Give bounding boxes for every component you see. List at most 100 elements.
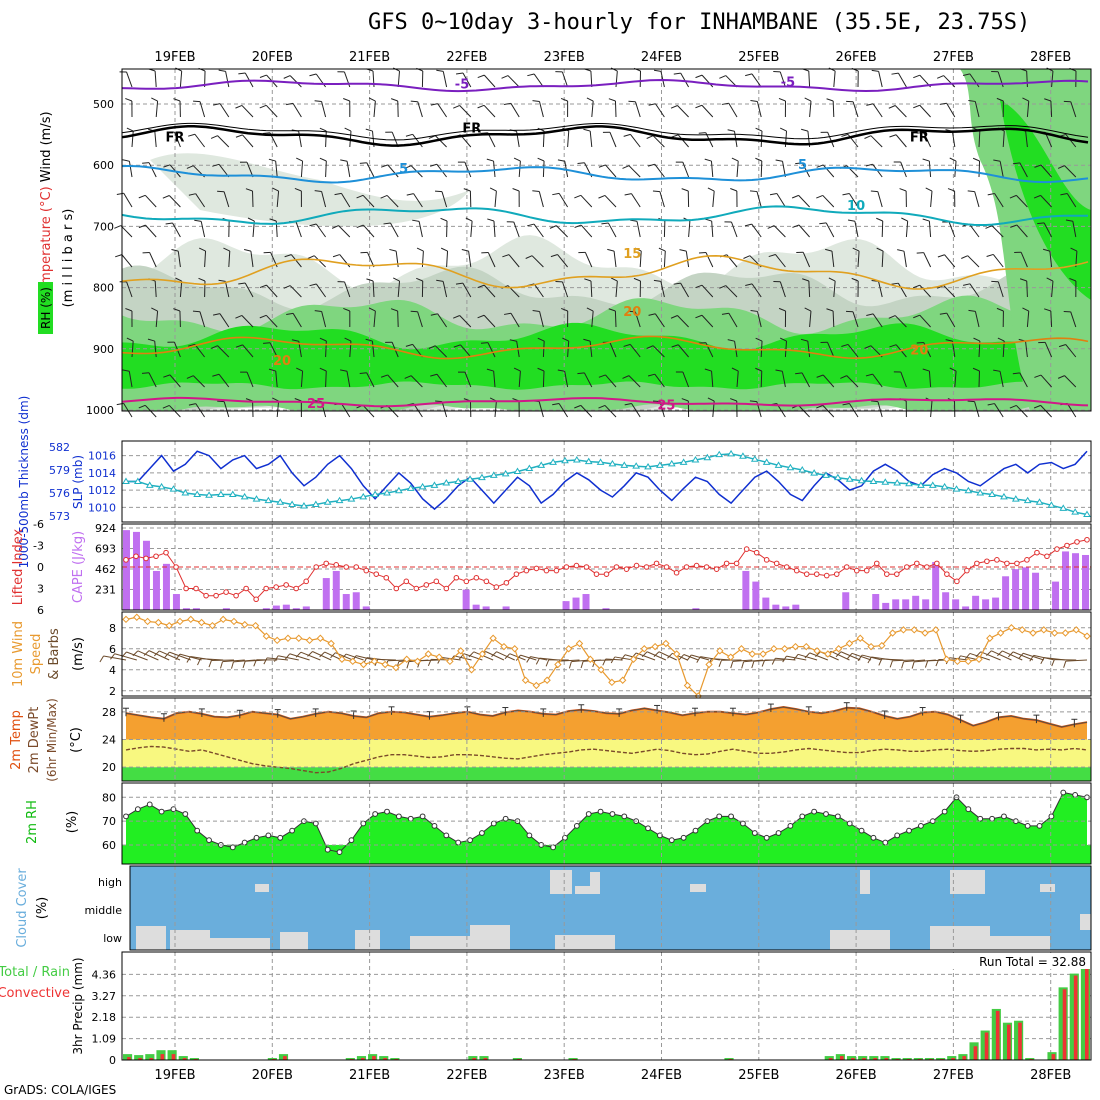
wind10m-barb-flag bbox=[1040, 657, 1045, 665]
wind-barb-flag bbox=[750, 309, 758, 312]
wind-barb-flag bbox=[681, 398, 689, 402]
cape-bar bbox=[972, 595, 980, 610]
wind10m-barb bbox=[559, 659, 580, 662]
wind-speed-point bbox=[737, 645, 746, 653]
wind-barb bbox=[223, 191, 230, 208]
wind-barb-flag bbox=[1033, 404, 1041, 409]
thickness-point bbox=[300, 502, 308, 509]
wind-barb bbox=[199, 311, 206, 328]
thickness-tick-label: 573 bbox=[49, 510, 70, 523]
wind-barb-flag bbox=[947, 188, 955, 192]
wind-barb-flag bbox=[653, 69, 662, 72]
upper-air-y-label-part: Temperature (°C) bbox=[39, 186, 54, 299]
wind-barb bbox=[483, 284, 496, 298]
wind-barb-flag bbox=[198, 277, 206, 282]
rh2m-point bbox=[585, 811, 592, 817]
wind-barb bbox=[760, 160, 763, 178]
wind-barb bbox=[731, 221, 738, 238]
wind-barb-flag bbox=[1065, 219, 1073, 222]
rh2m-point bbox=[479, 830, 485, 836]
cape-bar bbox=[892, 599, 900, 610]
wind-speed-point bbox=[672, 650, 681, 658]
wind-barb-flag bbox=[647, 163, 655, 167]
thickness-point bbox=[667, 459, 676, 467]
cape-bar bbox=[602, 608, 610, 610]
wind10m-barb-flag bbox=[1029, 655, 1035, 662]
wind-barb bbox=[241, 105, 254, 118]
wind-barb-flag bbox=[356, 194, 364, 199]
wind-barb bbox=[556, 225, 568, 238]
cloud-cover-panel: high middle low Cloud Cover (%) bbox=[15, 865, 1092, 951]
upper-air-pressure-label: (m i l l i b a r s) bbox=[61, 209, 76, 308]
wind-barb bbox=[462, 282, 472, 298]
wind-barb-flag bbox=[173, 98, 181, 102]
wind-barb bbox=[701, 74, 714, 88]
wind-barb bbox=[321, 101, 327, 118]
wind-barb-flag bbox=[888, 315, 896, 319]
wind10m-barb-flag bbox=[295, 651, 302, 658]
rh2m-point bbox=[194, 827, 201, 834]
wind-barb bbox=[442, 71, 448, 88]
li-y-label: Lifted Index bbox=[11, 528, 26, 605]
wind-barb-flag bbox=[731, 157, 739, 162]
wind-barb-flag bbox=[876, 217, 883, 222]
wind-barb-flag bbox=[309, 283, 317, 287]
temp-y-label-2: 2m DewPt bbox=[27, 707, 42, 774]
wind10m-barb-flag bbox=[427, 659, 432, 666]
wind-barb bbox=[831, 251, 835, 268]
cape-bar bbox=[762, 597, 770, 610]
wind-speed-point bbox=[748, 650, 756, 658]
wind-speed-point bbox=[856, 634, 864, 642]
wind-barb-flag bbox=[389, 248, 397, 252]
run-total-box bbox=[946, 953, 1090, 969]
wind-barb bbox=[487, 252, 496, 268]
wind10m-barb bbox=[658, 651, 677, 661]
freezing-level-secondary bbox=[121, 122, 1089, 141]
wind-barb-flag bbox=[126, 337, 134, 342]
wind-barb-flag bbox=[925, 187, 933, 192]
li-point bbox=[1034, 549, 1040, 556]
thickness-point bbox=[572, 456, 581, 463]
wind-barb bbox=[943, 285, 956, 298]
wind-barb bbox=[589, 341, 593, 358]
dewpoint-line bbox=[125, 745, 1088, 774]
li-point bbox=[703, 564, 710, 570]
contour-label: 15 bbox=[623, 247, 641, 262]
cape-bar bbox=[332, 570, 340, 610]
upper-air-frame bbox=[121, 68, 1092, 412]
li-point bbox=[173, 564, 179, 570]
wind-barb-flag bbox=[866, 103, 874, 106]
wind-barb-flag bbox=[968, 309, 976, 312]
rh2m-tick-label: 70 bbox=[102, 815, 116, 828]
wind-barb bbox=[999, 371, 1004, 388]
wind-barb-flag bbox=[899, 188, 907, 192]
wind-barb bbox=[801, 372, 811, 388]
wind-barb bbox=[518, 161, 521, 178]
wind-barb bbox=[131, 131, 134, 148]
wind-barb-flag bbox=[598, 194, 606, 199]
wind-barb-flag bbox=[653, 279, 661, 282]
wind-barb bbox=[266, 284, 278, 298]
temp-contour bbox=[121, 164, 1089, 184]
wind-barb-flag bbox=[993, 369, 1001, 372]
wind-barb bbox=[1065, 134, 1077, 148]
rh2m-point bbox=[941, 808, 948, 815]
wind-barb-flag bbox=[658, 247, 666, 252]
wind-barb bbox=[919, 104, 931, 118]
wind10m-barb-flag bbox=[273, 655, 279, 662]
precip-conv-bar bbox=[283, 1056, 287, 1060]
wind-barb bbox=[441, 191, 448, 208]
thickness-point bbox=[513, 467, 522, 475]
wind-barb bbox=[919, 314, 931, 328]
wind-barb-flag bbox=[557, 159, 565, 162]
wind-barb-flag bbox=[574, 224, 582, 228]
wind10m-frame bbox=[121, 611, 1092, 697]
wind-barb bbox=[417, 311, 423, 328]
wind10m-barb bbox=[605, 658, 623, 661]
wind10m-panel: 2 4 6 8 10m Wind Speed & Barbs (m/s) bbox=[11, 611, 1092, 700]
pressure-tick-label: 500 bbox=[93, 98, 114, 111]
rh-patch bbox=[150, 153, 470, 227]
wind-barb bbox=[1040, 374, 1052, 388]
cape-bar bbox=[172, 594, 180, 610]
